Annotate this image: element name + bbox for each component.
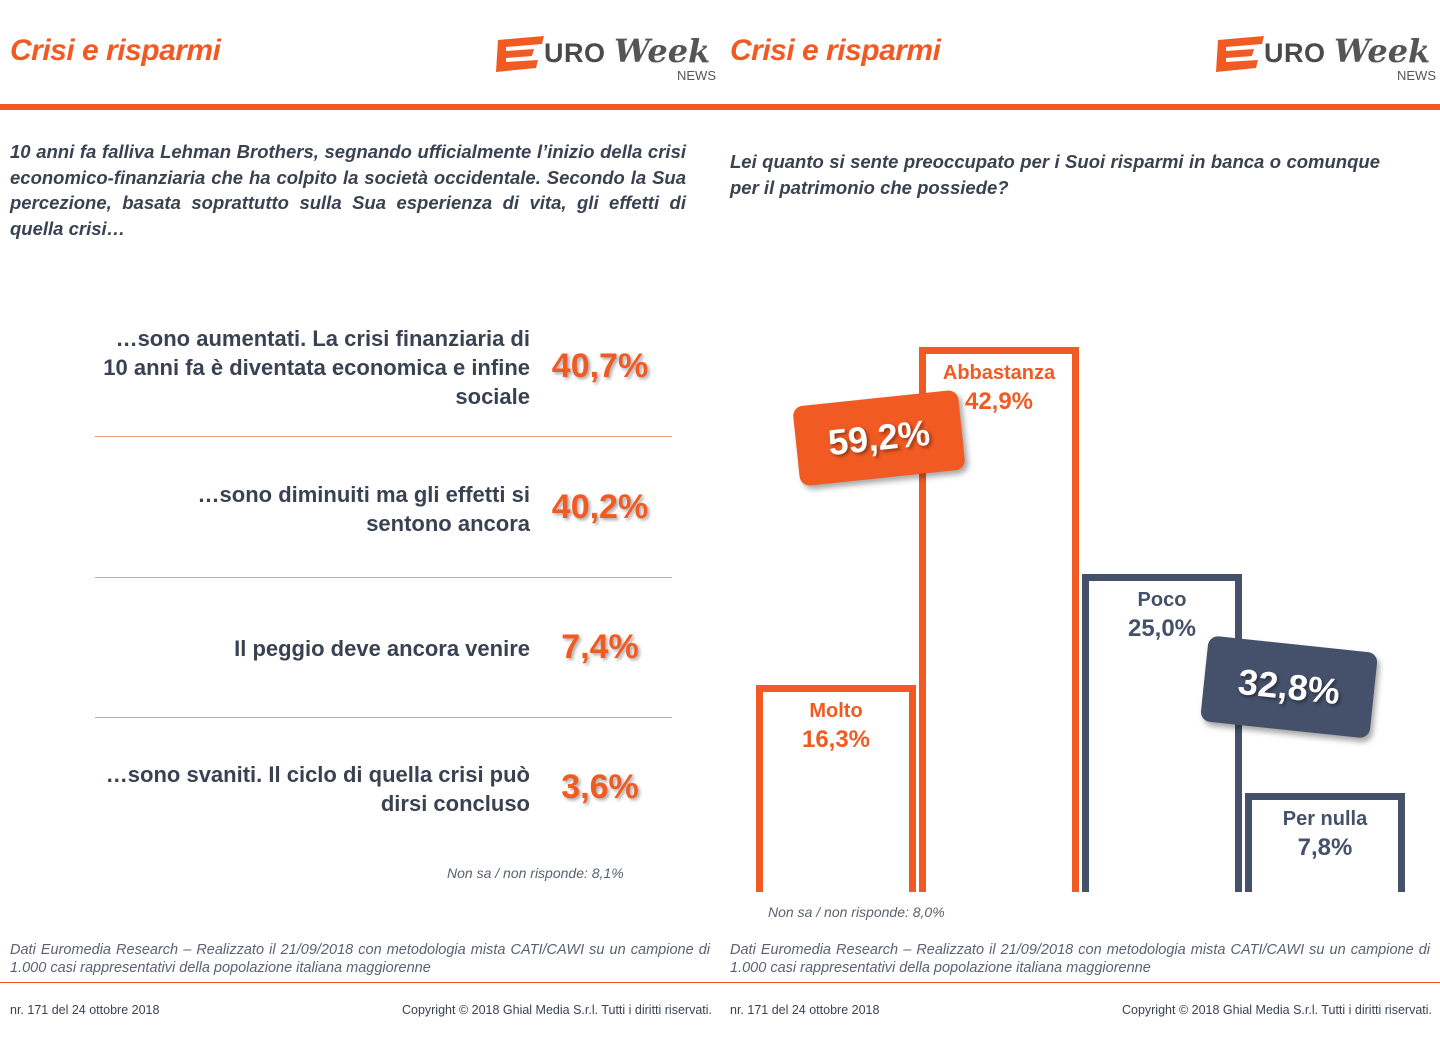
bar-category-label: Per nulla bbox=[1282, 808, 1368, 830]
euroweek-e-icon bbox=[1216, 36, 1264, 72]
group-total-callout: 32,8% bbox=[1199, 635, 1379, 739]
bar-category-label: Poco bbox=[1137, 589, 1187, 611]
answer-label: …sono aumentati. La crisi finanziaria di… bbox=[103, 326, 530, 409]
bar-molto: Molto 16,3% bbox=[756, 685, 916, 892]
question-text: Lei quanto si sente preoccupato per i Su… bbox=[730, 151, 1380, 198]
copyright: Copyright © 2018 Ghial Media S.r.l. Tutt… bbox=[401, 1003, 712, 1017]
left-panel: Crisi e risparmi URO Week NEWS 10 anni f… bbox=[0, 32, 720, 1017]
answer-label: …sono svaniti. Il ciclo di quella crisi … bbox=[105, 762, 530, 816]
question-text: 10 anni fa falliva Lehman Brothers, segn… bbox=[10, 141, 686, 239]
answer-label: Il peggio deve ancora venire bbox=[234, 636, 530, 661]
no-answer-note: Non sa / non risponde: 8,1% bbox=[447, 865, 624, 881]
logo-news: NEWS bbox=[677, 68, 716, 83]
footer-rule bbox=[720, 982, 1440, 983]
bar-per-nulla: Per nulla 7,8% bbox=[1245, 793, 1405, 892]
bar-value-label: 42,9% bbox=[964, 388, 1034, 415]
bar-value-label: 25,0% bbox=[1127, 615, 1197, 642]
answer-value: 7,4% bbox=[561, 628, 639, 666]
bar-category-label: Molto bbox=[809, 700, 863, 722]
euroweek-e-icon bbox=[496, 36, 544, 72]
euroweek-logo: URO Week NEWS bbox=[494, 30, 724, 86]
logo-week: Week bbox=[614, 32, 711, 70]
issue-date: nr. 171 del 24 ottobre 2018 bbox=[10, 1003, 160, 1017]
bar-poco: Poco 25,0% bbox=[1082, 574, 1242, 892]
euroweek-logo: URO Week NEWS bbox=[1214, 30, 1440, 86]
page-title: Crisi e risparmi bbox=[730, 34, 941, 67]
answer-value: 40,2% bbox=[551, 488, 649, 526]
header-rule bbox=[0, 104, 720, 110]
issue-date: nr. 171 del 24 ottobre 2018 bbox=[730, 1003, 880, 1017]
bar-value-label: 7,8% bbox=[1297, 834, 1353, 861]
no-answer-note: Non sa / non risponde: 8,0% bbox=[768, 904, 945, 920]
source-note: Dati Euromedia Research – Realizzato il … bbox=[10, 942, 710, 976]
divider bbox=[95, 577, 672, 578]
source-note: Dati Euromedia Research – Realizzato il … bbox=[730, 942, 1430, 976]
logo-uro: URO bbox=[544, 38, 606, 68]
right-panel: Crisi e risparmi URO Week NEWS Lei quant… bbox=[720, 0, 1440, 1040]
page-title: Crisi e risparmi bbox=[10, 34, 221, 67]
logo-week: Week bbox=[1334, 32, 1431, 70]
bar-value-label: 16,3% bbox=[801, 726, 871, 753]
divider bbox=[95, 436, 672, 437]
footer-rule bbox=[0, 982, 720, 983]
copyright: Copyright © 2018 Ghial Media S.r.l. Tutt… bbox=[1121, 1003, 1432, 1017]
header-rule bbox=[720, 104, 1440, 110]
bar-category-label: Abbastanza bbox=[942, 362, 1056, 384]
logo-news: NEWS bbox=[1397, 68, 1436, 83]
divider bbox=[95, 717, 672, 718]
answer-label: …sono diminuiti ma gli effetti si senton… bbox=[197, 482, 530, 536]
answer-value: 3,6% bbox=[561, 768, 639, 806]
logo-uro: URO bbox=[1264, 38, 1326, 68]
answer-value: 40,7% bbox=[551, 347, 649, 385]
